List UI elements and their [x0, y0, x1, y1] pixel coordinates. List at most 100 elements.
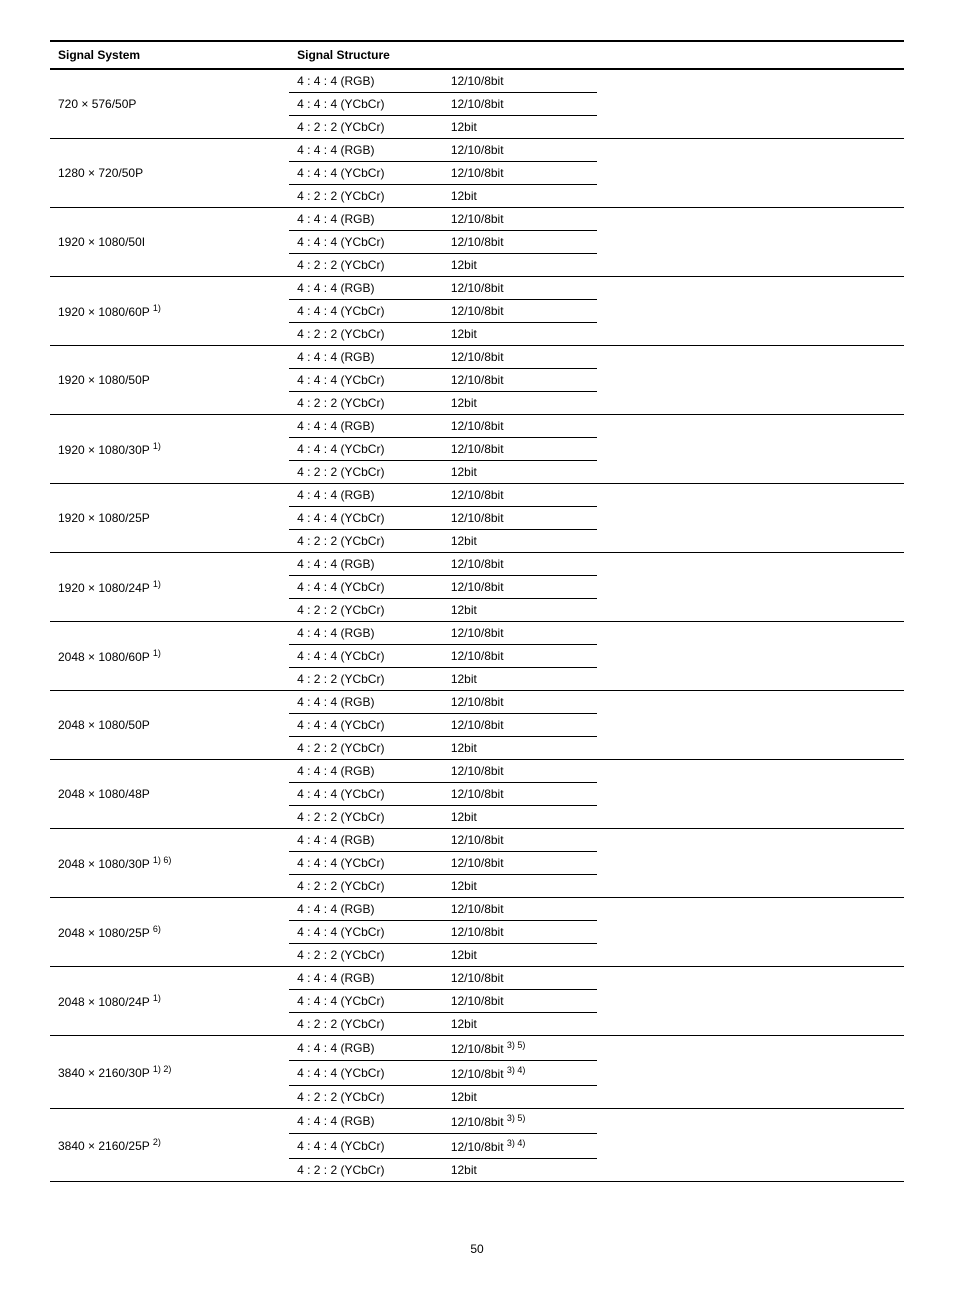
signal-structure-cell: 4 : 4 : 4 (RGB)	[289, 1109, 443, 1134]
bit-depth-cell: 12bit	[443, 737, 597, 760]
filler-cell	[597, 668, 904, 691]
signal-structure-cell: 4 : 2 : 2 (YCbCr)	[289, 530, 443, 553]
signal-structure-cell: 4 : 4 : 4 (YCbCr)	[289, 507, 443, 530]
table-row: 2048 × 1080/48P4 : 4 : 4 (RGB)12/10/8bit	[50, 760, 904, 783]
signal-structure-cell: 4 : 4 : 4 (YCbCr)	[289, 990, 443, 1013]
signal-structure-cell: 4 : 4 : 4 (RGB)	[289, 415, 443, 438]
bit-depth-cell: 12/10/8bit	[443, 760, 597, 783]
signal-structure-cell: 4 : 4 : 4 (RGB)	[289, 622, 443, 645]
bit-depth-cell: 12/10/8bit	[443, 438, 597, 461]
filler-cell	[597, 208, 904, 231]
bit-depth-cell: 12bit	[443, 323, 597, 346]
bit-depth-cell: 12bit	[443, 185, 597, 208]
filler-cell	[597, 139, 904, 162]
signal-structure-cell: 4 : 2 : 2 (YCbCr)	[289, 944, 443, 967]
bit-depth-cell: 12/10/8bit	[443, 990, 597, 1013]
bit-depth-cell: 12bit	[443, 1159, 597, 1182]
signal-format-table: Signal System Signal Structure 720 × 576…	[50, 40, 904, 1182]
table-row: 1920 × 1080/60P 1)4 : 4 : 4 (RGB)12/10/8…	[50, 277, 904, 300]
filler-cell	[597, 507, 904, 530]
bit-depth-cell: 12/10/8bit	[443, 714, 597, 737]
bit-depth-cell: 12/10/8bit	[443, 852, 597, 875]
bit-depth-cell: 12/10/8bit	[443, 507, 597, 530]
table-row: 1280 × 720/50P4 : 4 : 4 (RGB)12/10/8bit	[50, 139, 904, 162]
filler-cell	[597, 875, 904, 898]
signal-structure-cell: 4 : 4 : 4 (YCbCr)	[289, 852, 443, 875]
signal-structure-cell: 4 : 4 : 4 (RGB)	[289, 346, 443, 369]
bit-depth-cell: 12/10/8bit	[443, 208, 597, 231]
filler-cell	[597, 553, 904, 576]
filler-cell	[597, 369, 904, 392]
filler-cell	[597, 599, 904, 622]
filler-cell	[597, 1036, 904, 1061]
filler-cell	[597, 714, 904, 737]
signal-system-cell: 1920 × 1080/24P 1)	[50, 553, 289, 622]
signal-structure-cell: 4 : 2 : 2 (YCbCr)	[289, 806, 443, 829]
filler-cell	[597, 898, 904, 921]
footnote-sup: 1) 2)	[153, 1064, 172, 1074]
bit-depth-cell: 12bit	[443, 668, 597, 691]
filler-cell	[597, 323, 904, 346]
signal-structure-cell: 4 : 4 : 4 (RGB)	[289, 277, 443, 300]
footnote-sup: 6)	[153, 924, 161, 934]
footnote-sup: 1)	[153, 993, 161, 1003]
bit-depth-cell: 12/10/8bit	[443, 553, 597, 576]
bit-depth-cell: 12/10/8bit	[443, 829, 597, 852]
filler-cell	[597, 1013, 904, 1036]
bit-depth-cell: 12bit	[443, 461, 597, 484]
signal-structure-cell: 4 : 4 : 4 (YCbCr)	[289, 714, 443, 737]
signal-structure-cell: 4 : 2 : 2 (YCbCr)	[289, 1013, 443, 1036]
signal-structure-cell: 4 : 4 : 4 (YCbCr)	[289, 93, 443, 116]
signal-system-cell: 720 × 576/50P	[50, 69, 289, 139]
filler-cell	[597, 231, 904, 254]
filler-cell	[597, 783, 904, 806]
bit-depth-cell: 12/10/8bit	[443, 346, 597, 369]
bit-depth-cell: 12/10/8bit	[443, 162, 597, 185]
table-row: 3840 × 2160/25P 2)4 : 4 : 4 (RGB)12/10/8…	[50, 1109, 904, 1134]
bit-depth-cell: 12bit	[443, 530, 597, 553]
filler-cell	[597, 254, 904, 277]
filler-cell	[597, 829, 904, 852]
signal-system-cell: 2048 × 1080/25P 6)	[50, 898, 289, 967]
footnote-sup: 1)	[153, 441, 161, 451]
footnote-sup: 3) 4)	[507, 1065, 526, 1075]
signal-structure-cell: 4 : 4 : 4 (YCbCr)	[289, 162, 443, 185]
signal-structure-cell: 4 : 2 : 2 (YCbCr)	[289, 668, 443, 691]
page-number: 50	[50, 1242, 904, 1256]
footnote-sup: 1) 6)	[153, 855, 172, 865]
signal-structure-cell: 4 : 2 : 2 (YCbCr)	[289, 737, 443, 760]
table-row: 2048 × 1080/50P4 : 4 : 4 (RGB)12/10/8bit	[50, 691, 904, 714]
signal-structure-cell: 4 : 2 : 2 (YCbCr)	[289, 599, 443, 622]
table-row: 720 × 576/50P4 : 4 : 4 (RGB)12/10/8bit	[50, 69, 904, 93]
signal-structure-cell: 4 : 2 : 2 (YCbCr)	[289, 392, 443, 415]
table-row: 1920 × 1080/24P 1)4 : 4 : 4 (RGB)12/10/8…	[50, 553, 904, 576]
table-row: 1920 × 1080/50P4 : 4 : 4 (RGB)12/10/8bit	[50, 346, 904, 369]
bit-depth-cell: 12/10/8bit 3) 5)	[443, 1109, 597, 1134]
signal-structure-cell: 4 : 2 : 2 (YCbCr)	[289, 323, 443, 346]
signal-structure-cell: 4 : 2 : 2 (YCbCr)	[289, 185, 443, 208]
filler-cell	[597, 944, 904, 967]
signal-system-cell: 1920 × 1080/50I	[50, 208, 289, 277]
signal-system-cell: 1280 × 720/50P	[50, 139, 289, 208]
bit-depth-cell: 12bit	[443, 116, 597, 139]
table-row: 2048 × 1080/25P 6)4 : 4 : 4 (RGB)12/10/8…	[50, 898, 904, 921]
bit-depth-cell: 12/10/8bit	[443, 645, 597, 668]
bit-depth-cell: 12/10/8bit	[443, 369, 597, 392]
bit-depth-cell: 12/10/8bit	[443, 231, 597, 254]
footnote-sup: 1)	[153, 648, 161, 658]
signal-structure-cell: 4 : 2 : 2 (YCbCr)	[289, 461, 443, 484]
bit-depth-cell: 12bit	[443, 1013, 597, 1036]
bit-depth-cell: 12/10/8bit	[443, 93, 597, 116]
bit-depth-cell: 12/10/8bit	[443, 691, 597, 714]
table-row: 1920 × 1080/50I4 : 4 : 4 (RGB)12/10/8bit	[50, 208, 904, 231]
signal-system-cell: 1920 × 1080/60P 1)	[50, 277, 289, 346]
filler-cell	[597, 277, 904, 300]
signal-structure-cell: 4 : 4 : 4 (RGB)	[289, 967, 443, 990]
filler-cell	[597, 990, 904, 1013]
filler-cell	[597, 346, 904, 369]
footnote-sup: 2)	[153, 1137, 161, 1147]
filler-cell	[597, 1134, 904, 1159]
footnote-sup: 3) 4)	[507, 1138, 526, 1148]
signal-structure-cell: 4 : 4 : 4 (RGB)	[289, 69, 443, 93]
bit-depth-cell: 12/10/8bit 3) 4)	[443, 1061, 597, 1086]
